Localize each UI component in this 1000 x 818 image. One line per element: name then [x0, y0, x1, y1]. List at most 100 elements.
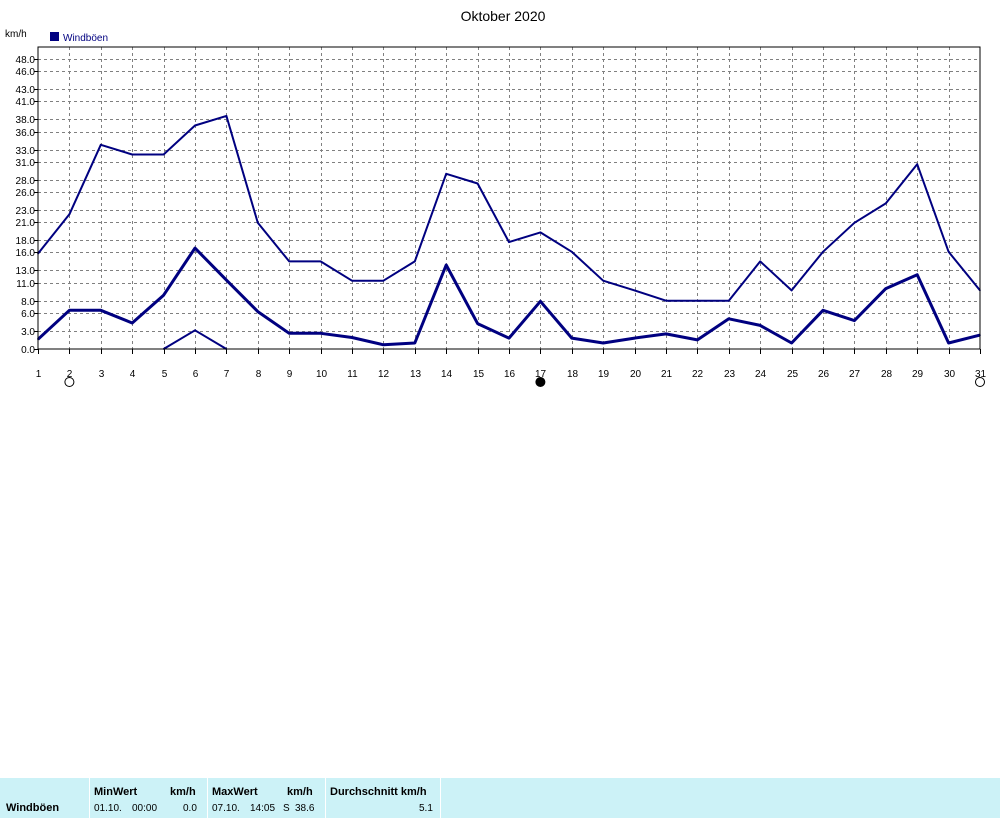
x-tick-label: 9 [287, 369, 293, 380]
open-circle-icon [975, 377, 985, 387]
x-tick-label: 10 [316, 369, 328, 380]
data-point-max [665, 299, 667, 302]
data-point-max [728, 299, 730, 302]
data-point-max [759, 260, 761, 263]
x-tick-label: 1 [36, 369, 42, 380]
chart-title: Oktober 2020 [461, 8, 546, 24]
data-point-average [853, 319, 856, 322]
stats-avg-cell: Durchschnitt km/h 5.1 [326, 778, 440, 818]
data-point-average [68, 309, 71, 312]
data-point-average [319, 332, 322, 335]
max-time: 14:05 [250, 803, 276, 814]
x-tick-label: 16 [504, 369, 516, 380]
data-point-average [257, 310, 259, 313]
x-tick-label: 12 [378, 369, 390, 380]
data-point-max [790, 289, 793, 292]
data-point-max [602, 279, 604, 282]
data-point-max [853, 222, 856, 224]
data-point-average [100, 309, 102, 312]
data-point-max [571, 251, 573, 253]
data-point-average [225, 279, 228, 281]
x-tick-label: 19 [598, 369, 610, 380]
y-tick-label: 23.0 [16, 206, 36, 217]
x-tick-label: 29 [912, 369, 924, 380]
max-date: 07.10. [212, 803, 240, 814]
x-tick-label: 13 [410, 369, 422, 380]
filled-circle-icon [535, 377, 546, 387]
min-unit: km/h [170, 786, 196, 798]
y-tick-label: 43.0 [16, 85, 36, 96]
y-tick-label: 11.0 [16, 279, 35, 290]
data-point-max [539, 231, 542, 234]
data-point-max [257, 222, 259, 224]
day-markers [64, 377, 985, 387]
min-time: 00:00 [132, 803, 158, 814]
max-header: MaxWert [212, 786, 258, 798]
x-tick-label: 21 [661, 369, 673, 380]
data-point-max [445, 173, 448, 175]
stats-empty-cell [441, 778, 1000, 818]
y-tick-label: 26.0 [16, 188, 36, 199]
x-tick-label: 14 [441, 369, 453, 380]
x-tick-label: 31 [975, 369, 987, 380]
x-tick-label: 24 [755, 369, 767, 380]
x-tick-label: 23 [724, 369, 736, 380]
data-point-max [319, 260, 322, 263]
legend-swatch [50, 32, 59, 41]
data-point-max [414, 260, 416, 263]
data-point-average [885, 287, 887, 290]
data-point-max [916, 163, 918, 165]
data-point-average [728, 318, 730, 320]
data-point-average [759, 324, 761, 327]
min-header: MinWert [94, 786, 138, 798]
data-point-average [633, 337, 636, 339]
legend-label: Windböen [63, 33, 108, 44]
y-tick-label: 48.0 [16, 55, 36, 66]
x-tick-label: 8 [256, 369, 262, 380]
data-point-max [351, 279, 353, 282]
data-point-average [665, 333, 667, 335]
min-value: 0.0 [183, 803, 197, 814]
data-point-max [822, 251, 824, 253]
data-point-average [790, 342, 793, 344]
data-point-max [476, 182, 479, 185]
y-axis-unit: km/h [5, 29, 27, 40]
data-point-average [476, 322, 479, 325]
y-tick-label: 6.0 [21, 309, 35, 320]
x-tick-label: 4 [130, 369, 136, 380]
open-circle-icon [64, 377, 75, 387]
data-point-average [162, 294, 165, 297]
series-line-min [163, 329, 227, 350]
data-point-max [947, 251, 950, 253]
x-tick-label: 30 [944, 369, 956, 380]
stats-min-cell: MinWert km/h 01.10. 00:00 0.0 [90, 778, 207, 818]
x-tick-label: 15 [473, 369, 485, 380]
data-point-max [194, 124, 196, 127]
chart-canvas: Oktober 2020 km/h Windböen 0.0 3.0 6.08.0 1… [5, 8, 987, 387]
y-tick-label: 31.0 [16, 158, 36, 169]
data-point-min [194, 329, 196, 332]
x-tick-label: 3 [99, 369, 105, 380]
data-point-average [131, 322, 133, 324]
min-date: 01.10. [94, 803, 122, 814]
x-tick-label: 28 [881, 369, 893, 380]
data-point-max [633, 289, 636, 292]
stats-label-cell: Windböen [0, 778, 89, 818]
data-point-max [68, 213, 71, 216]
data-point-average [414, 342, 416, 344]
y-axis-ticks: 0.0 3.0 6.08.0 11.0 13.0 16.018.0 21.023.0 26.0… [16, 55, 38, 356]
data-point-average [822, 309, 824, 312]
data-point-average [351, 336, 353, 339]
x-tick-label: 17 [535, 369, 547, 380]
data-point-max [131, 153, 133, 156]
max-unit: km/h [287, 786, 313, 798]
y-tick-label: 46.0 [16, 67, 36, 78]
data-point-max [225, 115, 228, 117]
x-tick-label: 20 [630, 369, 642, 380]
data-point-average [508, 337, 510, 339]
data-point-max [508, 241, 510, 243]
stats-panel: Windböen MinWert km/h 01.10. 00:00 0.0 M… [0, 389, 1000, 818]
x-tick-label: 2 [67, 369, 73, 380]
y-tick-label: 0.0 [21, 345, 35, 356]
x-tick-label: 18 [567, 369, 579, 380]
